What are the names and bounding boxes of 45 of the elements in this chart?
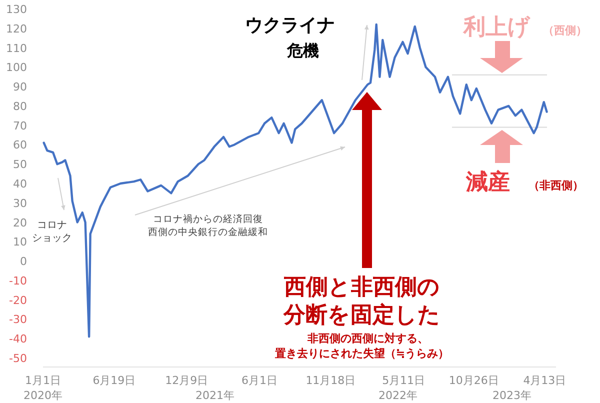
y-tick-label: 50 [13,158,27,172]
y-tick-label: -40 [9,332,27,346]
text: 2022年 [378,389,418,402]
y-tick-label: -50 [9,352,27,365]
y-tick-label: 40 [13,178,27,190]
x-tick-label: 12月9日 [165,374,208,387]
y-tick-label: -20 [9,294,27,307]
x-tick-label: 6月19日 [92,374,136,387]
y-tick-label: 10 [13,236,27,249]
annotation: 西側の中央銀行の金融緩和 [148,226,268,238]
text: 2020年 [24,389,62,402]
annotation: コロナ禍からの経済回復 [153,213,263,225]
annotation: 減産 [465,169,510,195]
x-tick-label: 5月11日 [382,374,426,387]
y-tick-label: 90 [13,80,27,94]
annotation: （非西側） [528,179,584,192]
x-tick-label: 11月18日 [306,374,356,387]
y-tick-label: 0 [20,255,27,268]
text: 2023年 [492,389,532,402]
y-tick-label: 80 [13,100,27,113]
annotation: （西側） [543,24,587,37]
annotation: 西側と非西側の [283,275,440,300]
annotation: 利上げ [462,15,530,40]
x-tick-label: 6月1日 [242,374,278,387]
y-tick-label: 130 [6,3,27,16]
annotation: ショック [32,233,72,244]
annotation: 危機 [286,41,319,60]
y-tick-label: 100 [6,61,27,74]
text: 2021年 [196,389,234,402]
x-tick-label: 10月26日 [448,374,499,387]
y-tick-label: -30 [9,313,27,326]
y-tick-label: -10 [9,274,27,288]
y-tick-label: 120 [6,22,27,36]
annotation: 分断を固定した [282,302,440,328]
annotation: 置き去りにされた失望（≒うらみ） [274,347,450,360]
annotation: 非西側の西側に対する、 [306,332,428,345]
y-tick-label: 30 [13,196,27,210]
y-tick-label: 60 [13,138,27,152]
y-tick-label: 70 [13,119,27,132]
annotation: コロナ [37,220,67,231]
y-tick-label: 110 [6,42,27,55]
y-tick-label: 20 [13,216,27,230]
annotation: ウクライナ [245,15,335,36]
x-tick-label: 1月1日 [25,374,61,387]
x-tick-label: 4月13日 [523,374,566,387]
